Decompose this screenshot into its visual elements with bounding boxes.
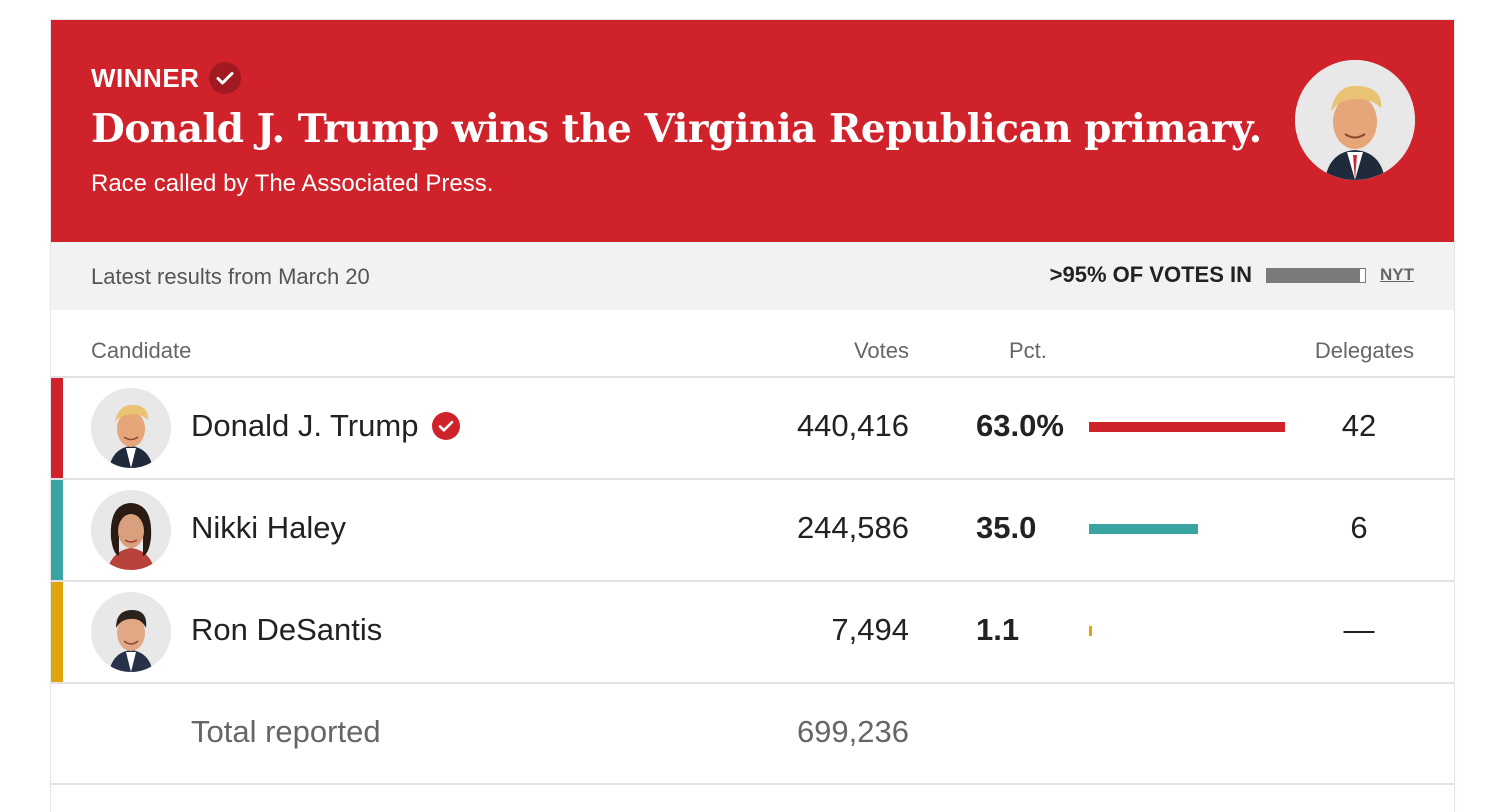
column-header-candidate: Candidate xyxy=(91,338,192,363)
winner-check-icon xyxy=(432,412,461,440)
haley-avatar xyxy=(91,490,171,570)
header-divider xyxy=(51,376,1454,378)
table-row: Ron DeSantis 7,494 1.1 — xyxy=(51,582,1454,684)
total-divider xyxy=(51,783,1454,785)
candidate-color-strip xyxy=(51,582,63,682)
reporting-progress-fill xyxy=(1267,268,1361,282)
column-header-votes: Votes xyxy=(853,338,909,363)
table-row: Nikki Haley 244,586 35.0 6 xyxy=(51,480,1454,582)
winner-label: WINNER xyxy=(91,62,200,93)
candidate-name-text: Nikki Haley xyxy=(191,510,347,545)
total-reported-votes: 699,236 xyxy=(796,714,909,749)
candidate-delegates: 6 xyxy=(1350,510,1368,545)
candidate-votes: 7,494 xyxy=(831,612,909,647)
table-row: Donald J. Trump 440,416 63.0% 42 xyxy=(51,378,1454,480)
page-title: Donald J. Trump wins the Virginia Republ… xyxy=(91,106,1262,152)
race-called-note: Race called by The Associated Press. xyxy=(91,170,494,197)
pct-bar xyxy=(1089,626,1092,636)
votes-in-indicator: >95% OF VOTES IN NYT xyxy=(1050,262,1414,288)
candidate-votes: 244,586 xyxy=(796,510,909,545)
candidate-name: Nikki Haley xyxy=(191,510,346,546)
votes-in-label: >95% OF VOTES IN xyxy=(1049,262,1252,287)
candidate-color-strip xyxy=(51,378,63,478)
latest-results-text: Latest results from March 20 xyxy=(91,264,370,289)
candidate-votes: 440,416 xyxy=(796,408,909,443)
nyt-source-link[interactable]: NYT xyxy=(1380,265,1414,284)
status-bar: Latest results from March 20 >95% OF VOT… xyxy=(51,242,1454,310)
column-header-delegates: Delegates xyxy=(1314,338,1414,363)
column-header-pct: Pct. xyxy=(1009,338,1047,363)
candidate-name: Ron DeSantis xyxy=(191,612,382,648)
winner-check-icon xyxy=(209,62,242,94)
winner-banner: WINNER Donald J. Trump wins the Virginia… xyxy=(51,20,1454,242)
candidate-name-text: Ron DeSantis xyxy=(191,612,383,647)
winner-row: WINNER xyxy=(91,62,242,94)
candidate-color-strip xyxy=(51,480,63,580)
winner-avatar xyxy=(1295,60,1415,180)
reporting-progress-bar xyxy=(1266,267,1366,283)
desantis-avatar xyxy=(91,592,171,672)
candidate-pct: 35.0 xyxy=(976,510,1037,545)
candidate-name-text: Donald J. Trump xyxy=(191,408,419,443)
results-card: WINNER Donald J. Trump wins the Virginia… xyxy=(51,20,1454,812)
trump-avatar xyxy=(91,388,171,468)
candidate-name: Donald J. Trump xyxy=(191,408,461,444)
pct-bar xyxy=(1089,524,1198,534)
pct-bar xyxy=(1089,422,1285,432)
total-reported-label: Total reported xyxy=(191,714,381,749)
candidate-pct: 1.1 xyxy=(976,612,1020,647)
candidate-delegates: 42 xyxy=(1341,408,1377,443)
candidate-pct: 63.0% xyxy=(976,408,1064,443)
candidate-delegates: — xyxy=(1343,612,1375,647)
